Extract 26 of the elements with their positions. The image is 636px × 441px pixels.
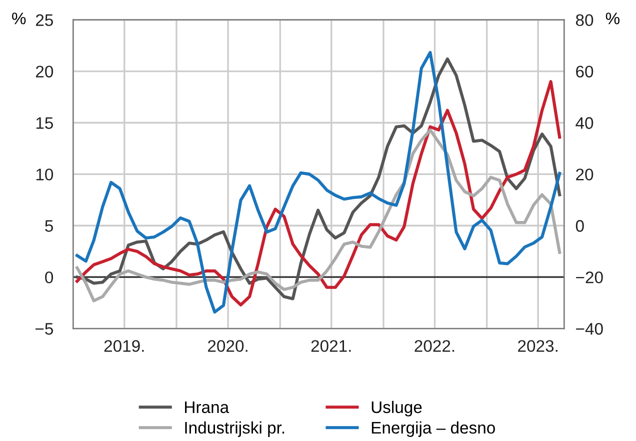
y-tick-label: 25	[36, 14, 53, 26]
y2-tick-label: 0	[576, 220, 584, 232]
y2-tick-label: 40	[576, 117, 594, 129]
legend-label: Hrana	[185, 401, 230, 414]
x-tick-label: 2022.	[414, 340, 454, 352]
y-tick-label: 10	[36, 168, 54, 180]
x-tick-label: 2021.	[311, 340, 351, 352]
y2-tick-label: 80	[576, 14, 594, 26]
y-tick-label: 5	[45, 220, 53, 232]
y-tick-label: −5	[36, 323, 53, 335]
y-axis-title: %	[12, 12, 26, 24]
y-tick-label: 15	[36, 117, 53, 129]
legend-label: Industrijski pr.	[185, 421, 284, 437]
legend-label: Energija – desno	[372, 421, 495, 437]
x-tick-label: 2023.	[518, 340, 558, 352]
x-tick-label: 2020.	[208, 340, 248, 352]
y2-tick-label: 20	[576, 168, 594, 180]
x-tick-label: 2019.	[104, 340, 144, 352]
legend-label: Usluge	[372, 400, 422, 416]
y-tick-label: 0	[45, 271, 54, 284]
y2-tick-label: −20	[576, 271, 603, 284]
line-series	[76, 128, 562, 302]
y-tick-label: 20	[36, 66, 54, 78]
y2-axis-title: %	[606, 12, 620, 24]
y2-tick-label: 60	[576, 66, 594, 78]
y2-tick-label: −40	[576, 322, 603, 335]
